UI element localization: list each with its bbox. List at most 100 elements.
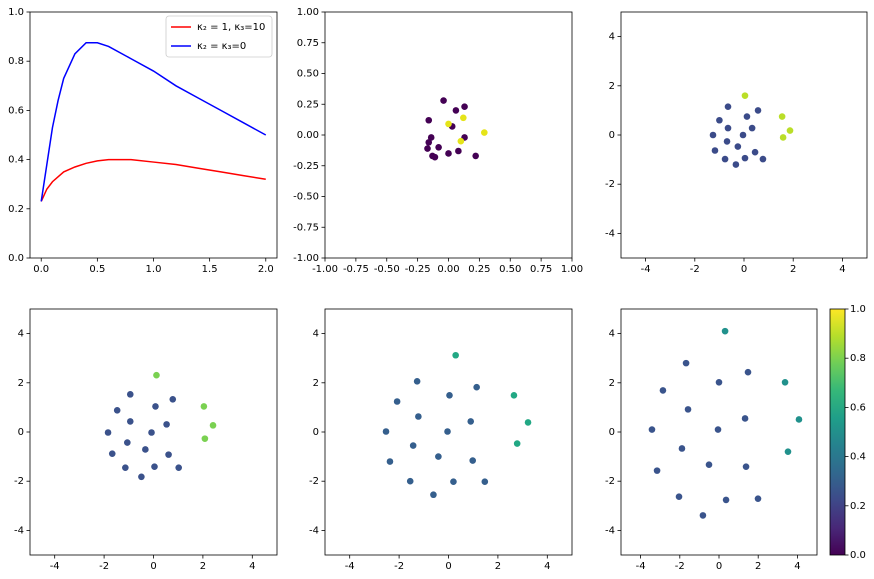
colorbar-tick-label: 0.4 [850, 452, 866, 463]
point [473, 383, 480, 391]
y-tick-label: 4 [609, 32, 615, 43]
point [425, 139, 433, 146]
y-tick-label: 1.0 [8, 7, 24, 18]
subplot: -4 -2 0 2 4 -4 -2 0 2 4 [605, 11, 868, 275]
x-tick-label: 2.0 [258, 264, 274, 275]
x-tick-label: 2 [200, 561, 206, 572]
y-tick-label: -2 [14, 476, 24, 487]
x-tick-label: 0 [741, 264, 747, 275]
y-tick-label: 0.4 [8, 155, 24, 166]
point [481, 129, 488, 136]
x-tick-label: 0.25 [468, 264, 490, 275]
y-tick-label: -1.00 [293, 253, 319, 264]
point [721, 327, 729, 335]
y-tick-label: 0 [18, 427, 24, 438]
point [393, 398, 401, 405]
point [460, 114, 467, 122]
y-tick-label: 0.8 [8, 56, 24, 67]
point [779, 134, 787, 141]
colorbar [829, 308, 846, 556]
point [427, 134, 435, 141]
x-tick-label: -4 [636, 561, 646, 572]
point [481, 478, 489, 485]
point [450, 478, 457, 485]
point [413, 378, 421, 385]
point [169, 395, 177, 403]
point [748, 124, 756, 132]
point [445, 120, 452, 128]
y-tick-label: 4 [609, 329, 615, 340]
x-tick-label: 0.00 [437, 264, 459, 275]
y-tick-label: 2 [609, 378, 615, 389]
x-tick-label: -4 [50, 561, 60, 572]
y-tick-label: 0.6 [8, 105, 24, 116]
point [732, 161, 740, 168]
x-tick-label: -1.00 [312, 264, 338, 275]
point [452, 351, 459, 359]
x-tick-label: -0.50 [374, 264, 400, 275]
point [386, 458, 394, 465]
x-tick-label: 2 [495, 561, 501, 572]
colorbar-tick-label: 1.0 [850, 304, 866, 315]
x-tick-label: 0 [716, 561, 722, 572]
x-tick-label: -0.75 [343, 264, 369, 275]
point [382, 428, 390, 435]
point [122, 464, 129, 471]
point [778, 113, 786, 120]
x-tick-label: 1.00 [561, 264, 583, 275]
point [175, 464, 182, 471]
y-tick-label: 0 [313, 427, 319, 438]
x-tick-label: 4 [249, 561, 255, 572]
line [40, 158, 266, 202]
point [754, 495, 762, 502]
x-tick-label: 1.5 [202, 264, 218, 275]
point [714, 426, 722, 433]
point [513, 440, 521, 447]
point [709, 131, 717, 139]
y-tick-label: 2 [609, 81, 615, 92]
x-tick-label: 0 [445, 561, 451, 572]
point [467, 418, 475, 425]
point [678, 445, 686, 452]
point [126, 418, 134, 425]
point [200, 403, 208, 410]
point [138, 473, 145, 481]
colorbar-tick-label: 0.2 [850, 501, 866, 512]
point [424, 145, 431, 152]
point [152, 403, 159, 410]
colorbar-tick-label: 0.8 [850, 353, 866, 364]
point [415, 413, 422, 420]
point [425, 116, 433, 124]
point [409, 442, 417, 449]
y-tick-label: 0.75 [297, 38, 319, 49]
legend-label: κ₂ = 1, κ₃=10 [197, 22, 265, 33]
point [444, 428, 451, 435]
point [108, 450, 116, 457]
point [659, 387, 667, 394]
point [461, 103, 468, 111]
point [715, 379, 723, 386]
point [445, 150, 452, 157]
point [446, 392, 453, 399]
x-tick-label: 0.50 [499, 264, 521, 275]
y-tick-label: 0.00 [297, 130, 319, 141]
point [699, 512, 707, 519]
x-tick-label: 4 [544, 561, 550, 572]
x-tick-label: 4 [839, 264, 845, 275]
x-tick-label: 0.5 [89, 264, 105, 275]
point [795, 416, 803, 423]
point [406, 477, 414, 485]
point [751, 148, 759, 156]
point [716, 116, 723, 124]
y-tick-label: 4 [313, 329, 319, 340]
point [104, 429, 112, 436]
point [743, 113, 751, 120]
point [455, 147, 462, 155]
axes-background [325, 12, 572, 258]
y-tick-label: 0.2 [8, 204, 24, 215]
point [431, 153, 439, 161]
point [469, 457, 477, 464]
point [682, 359, 690, 367]
point [209, 422, 217, 429]
